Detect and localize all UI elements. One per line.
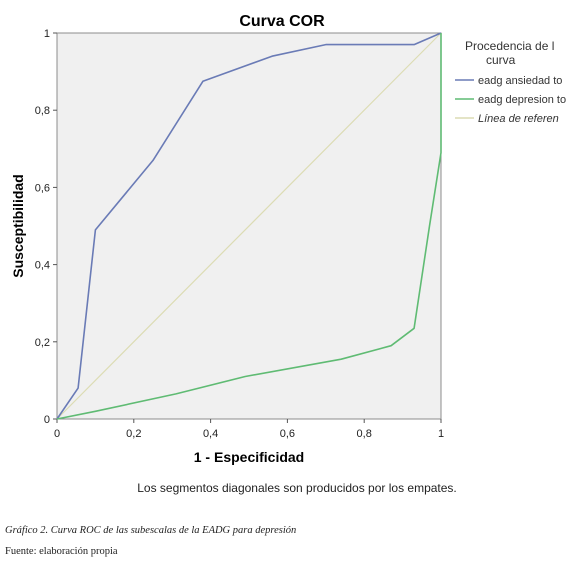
y-tick-label: 0,6	[35, 182, 50, 194]
y-tick-label: 1	[44, 28, 50, 40]
series-line-2	[56, 33, 442, 420]
figure-source: Fuente: elaboración propia	[5, 546, 118, 557]
x-axis-label: 1 - Especificidad	[194, 449, 304, 465]
x-tick-label: 0,8	[357, 428, 372, 440]
x-tick-label: 0,4	[203, 428, 218, 440]
figure-caption: Gráfico 2. Curva ROC de las subescalas d…	[5, 525, 296, 536]
x-tick-label: 0,6	[280, 428, 295, 440]
y-tick-label: 0,2	[35, 337, 50, 349]
chart-title: Curva COR	[239, 13, 325, 30]
legend: Procedencia de l curva eadg ansiedad to e…	[455, 39, 566, 125]
y-tick-label: 0,4	[35, 260, 50, 272]
series-layer	[56, 32, 442, 420]
axes: 0 0,2 0,4 0,6 0,8 1 0 0,2 0,4 0,6 0,8 1	[35, 28, 444, 440]
series-line-3	[56, 32, 442, 420]
y-tick-label: 0	[44, 414, 50, 426]
legend-title-line-2: curva	[486, 53, 516, 67]
legend-title-line-1: Procedencia de l	[465, 39, 554, 53]
legend-label: Línea de referen	[478, 113, 559, 125]
x-tick-label: 0,2	[126, 428, 141, 440]
y-tick-label: 0,8	[35, 105, 50, 117]
chart-footnote: Los segmentos diagonales son producidos …	[137, 481, 457, 495]
legend-label: eadg ansiedad to	[478, 75, 562, 87]
legend-label: eadg depresion to	[478, 94, 566, 106]
x-tick-label: 1	[438, 428, 444, 440]
series-line-1	[56, 32, 442, 420]
y-axis-label: Susceptibilidad	[10, 174, 26, 277]
x-tick-label: 0	[54, 428, 60, 440]
